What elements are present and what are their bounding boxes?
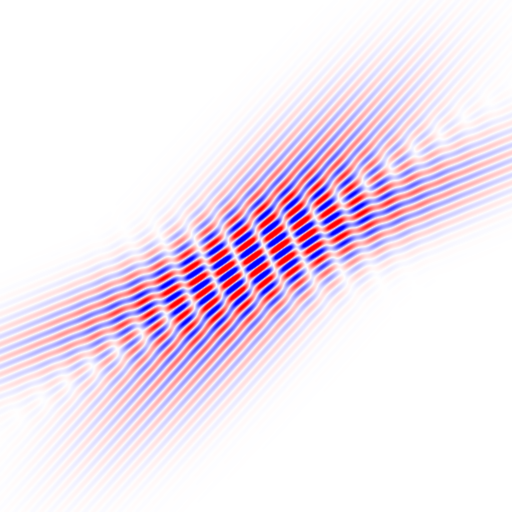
- gabor-wave-image: [0, 0, 512, 512]
- interference-pattern-canvas: [0, 0, 512, 512]
